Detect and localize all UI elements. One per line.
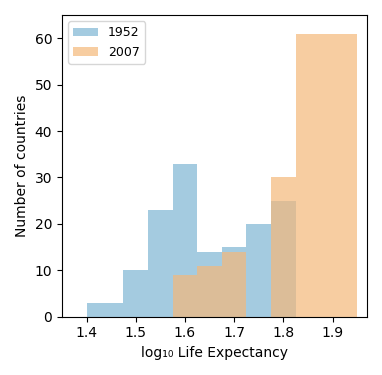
- Bar: [173, 275, 197, 317]
- Bar: [197, 266, 222, 317]
- Bar: [222, 252, 246, 317]
- Bar: [86, 303, 123, 317]
- Y-axis label: Number of countries: Number of countries: [15, 94, 29, 237]
- Bar: [246, 224, 271, 317]
- Bar: [271, 177, 296, 317]
- X-axis label: log₁₀ Life Expectancy: log₁₀ Life Expectancy: [141, 346, 288, 360]
- Bar: [271, 201, 296, 317]
- Bar: [197, 252, 222, 317]
- Legend: 1952, 2007: 1952, 2007: [68, 21, 145, 63]
- Bar: [296, 34, 357, 317]
- Bar: [123, 270, 148, 317]
- Bar: [148, 210, 173, 317]
- Bar: [222, 247, 246, 317]
- Bar: [173, 164, 197, 317]
